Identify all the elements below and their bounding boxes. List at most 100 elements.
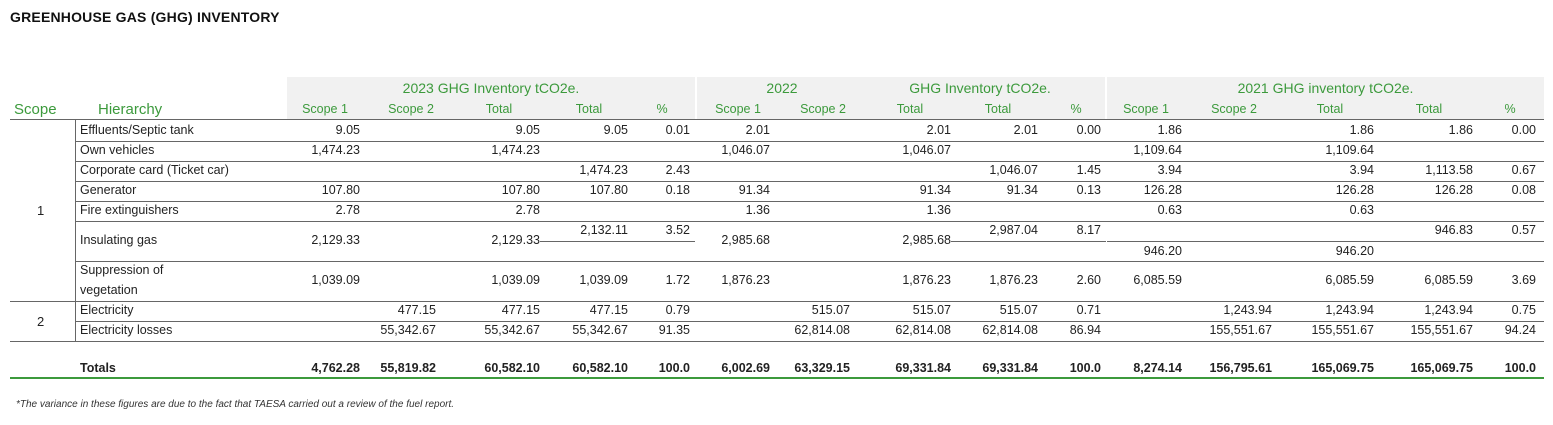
header-band-2023 — [287, 77, 695, 119]
column-header-total: Total — [1415, 102, 1443, 116]
row-label: Fire extinguishers — [80, 203, 179, 217]
table-cell: 86.94 — [1069, 323, 1101, 337]
column-header-total: Total — [1316, 102, 1344, 116]
totals-cell: 6,002.69 — [721, 361, 770, 375]
table-cell: 2,987.04 — [989, 223, 1038, 237]
column-header-scope2: Scope 2 — [388, 102, 434, 116]
totals-cell: 55,819.82 — [380, 361, 436, 375]
year-header-2023: 2023 GHG Inventory tCO2e. — [402, 80, 580, 96]
totals-cell: 165,069.75 — [1311, 361, 1374, 375]
table-cell: 0.63 — [1157, 203, 1182, 217]
table-cell: 1,109.64 — [1133, 143, 1182, 157]
totals-cell: 63,329.15 — [794, 361, 850, 375]
table-cell: 1.86 — [1448, 123, 1473, 137]
header-band-2022 — [697, 77, 1105, 119]
table-cell: 62,814.08 — [982, 323, 1038, 337]
table-cell: 1,113.58 — [1425, 163, 1473, 177]
table-cell: 515.07 — [999, 303, 1038, 317]
table-cell: 0.67 — [1511, 163, 1536, 177]
table-cell: 1.36 — [745, 203, 770, 217]
table-cell: 2,985.68 — [902, 233, 951, 247]
totals-cell: 60,582.10 — [484, 361, 540, 375]
table-cell: 2,132.11 — [580, 223, 628, 237]
row-label: Insulating gas — [80, 233, 158, 247]
table-cell: 91.34 — [1006, 183, 1038, 197]
table-cell: 1,876.23 — [989, 273, 1038, 287]
table-cell: 1,474.23 — [311, 143, 360, 157]
table-cell: 155,551.67 — [1209, 323, 1272, 337]
insulating-gas-subline — [540, 241, 695, 242]
table-cell: 107.80 — [321, 183, 360, 197]
footnote: *The variance in these figures are due t… — [16, 399, 455, 410]
row-separator — [76, 261, 1544, 262]
table-cell: 1,046.07 — [721, 143, 770, 157]
table-cell: 107.80 — [501, 183, 540, 197]
totals-cell: 69,331.84 — [982, 361, 1038, 375]
table-cell: 1,109.64 — [1325, 143, 1374, 157]
table-cell: 1,243.94 — [1325, 303, 1374, 317]
table-cell: 155,551.67 — [1410, 323, 1473, 337]
table-cell: 2.78 — [515, 203, 540, 217]
totals-cell: 4,762.28 — [311, 361, 360, 375]
table-cell: 477.15 — [589, 303, 628, 317]
table-cell: 126.28 — [1335, 183, 1374, 197]
row-label: Electricity — [80, 303, 134, 317]
table-cell: 91.35 — [658, 323, 690, 337]
table-cell: 0.00 — [1076, 123, 1101, 137]
table-cell: 0.08 — [1511, 183, 1536, 197]
row-separator — [76, 301, 1544, 302]
table-cell: 3.69 — [1511, 273, 1536, 287]
table-cell: 0.79 — [665, 303, 690, 317]
column-header-scope1: Scope 1 — [715, 102, 761, 116]
table-cell: 946.20 — [1143, 244, 1182, 258]
insulating-gas-subline — [951, 241, 1106, 242]
column-header-scope1: Scope 1 — [1123, 102, 1169, 116]
totals-cell: 100.0 — [1069, 361, 1101, 375]
column-header-total: Total — [485, 102, 513, 116]
column-header-scope2: Scope 2 — [1211, 102, 1257, 116]
totals-cell: 100.0 — [1504, 361, 1536, 375]
table-cell: 1,876.23 — [721, 273, 770, 287]
table-cell: 0.01 — [665, 123, 690, 137]
column-header-total: Total — [896, 102, 924, 116]
table-cell: 477.15 — [501, 303, 540, 317]
scope-divider — [10, 301, 76, 302]
row-label: vegetation — [80, 283, 138, 297]
page-title: GREENHOUSE GAS (GHG) INVENTORY — [10, 9, 280, 25]
column-header-pct: % — [656, 102, 668, 116]
totals-cell: 69,331.84 — [895, 361, 951, 375]
row-separator — [76, 141, 1544, 142]
table-cell: 946.83 — [1434, 223, 1473, 237]
totals-cell: 8,274.14 — [1133, 361, 1182, 375]
table-cell: 0.75 — [1511, 303, 1536, 317]
table-cell: 2.01 — [926, 123, 951, 137]
table-cell: 2,129.33 — [311, 233, 360, 247]
table-cell: 3.52 — [665, 223, 690, 237]
table-cell: 55,342.67 — [484, 323, 540, 337]
table-cell: 1.36 — [926, 203, 951, 217]
table-cell: 1.86 — [1157, 123, 1182, 137]
totals-label: Totals — [80, 361, 116, 375]
table-cell: 9.05 — [603, 123, 628, 137]
header-band-2021 — [1107, 77, 1544, 119]
table-cell: 1,046.07 — [902, 143, 951, 157]
table-cell: 1,039.09 — [491, 273, 540, 287]
table-cell: 2.78 — [335, 203, 360, 217]
scope-column-header: Scope — [14, 101, 57, 118]
table-cell: 91.34 — [919, 183, 951, 197]
table-cell: 62,814.08 — [895, 323, 951, 337]
insulating-gas-subline — [1107, 241, 1544, 242]
totals-cell: 100.0 — [658, 361, 690, 375]
table-cell: 1,243.94 — [1223, 303, 1272, 317]
table-cell: 55,342.67 — [380, 323, 436, 337]
table-cell: 91.34 — [738, 183, 770, 197]
table-cell: 6,085.59 — [1424, 273, 1473, 287]
row-separator — [76, 201, 1544, 202]
table-cell: 9.05 — [515, 123, 540, 137]
table-cell: 0.71 — [1076, 303, 1101, 317]
totals-cell: 165,069.75 — [1410, 361, 1473, 375]
column-header-pct: % — [1504, 102, 1516, 116]
table-cell: 62,814.08 — [794, 323, 850, 337]
table-cell: 1,039.09 — [311, 273, 360, 287]
table-cell: 2.43 — [665, 163, 690, 177]
